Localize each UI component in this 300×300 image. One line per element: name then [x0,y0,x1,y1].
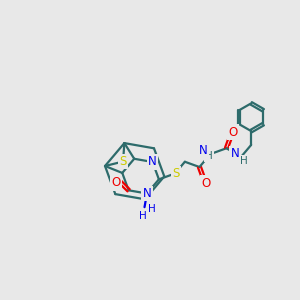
Text: H: H [240,156,248,166]
Text: N: N [231,147,239,160]
Text: H: H [205,151,213,160]
Text: S: S [119,155,127,168]
Text: S: S [172,167,179,180]
Text: O: O [228,126,237,139]
Text: N: N [142,187,151,200]
Text: H: H [148,205,156,214]
Text: O: O [112,176,121,189]
Text: H: H [139,212,147,221]
Text: O: O [201,177,210,190]
Text: N: N [199,145,208,158]
Text: N: N [148,155,157,169]
